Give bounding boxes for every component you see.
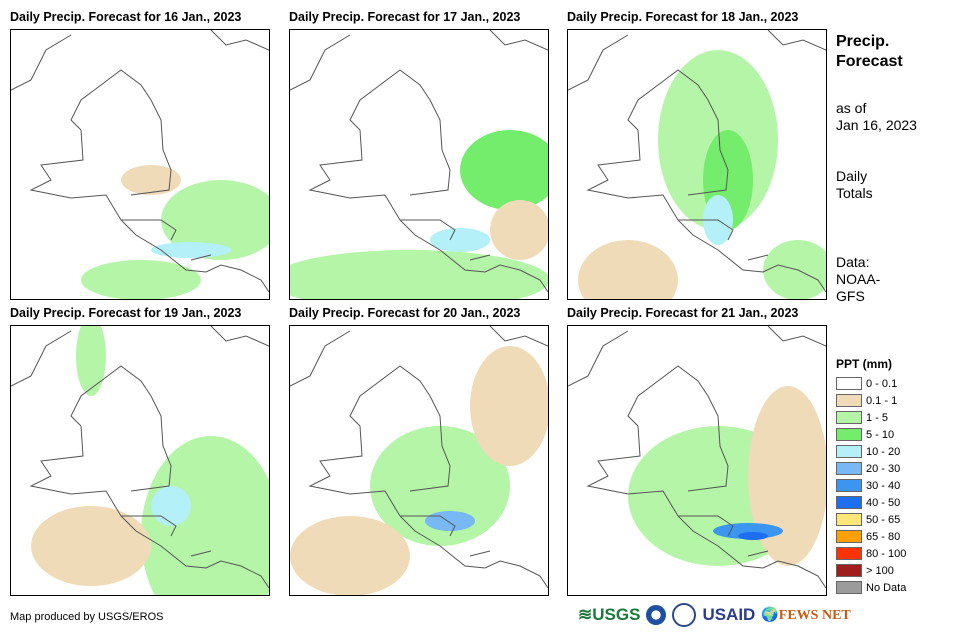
panel-title: Daily Precip. Forecast for 18 Jan., 2023 (567, 10, 799, 24)
legend-item: 30 - 40 (836, 477, 906, 494)
precip-area (578, 240, 678, 299)
legend-title: PPT (mm) (836, 357, 893, 371)
legend-item: 50 - 65 (836, 511, 906, 528)
legend-label: No Data (866, 581, 907, 594)
precip-area (76, 326, 106, 396)
legend-label: 1 - 5 (866, 411, 889, 424)
dhs-seal (672, 603, 697, 627)
usaid-logo: USAID (702, 605, 756, 624)
usgs-logo: ≋USGS (578, 605, 641, 624)
forecast-map (10, 29, 270, 300)
coastline (11, 30, 269, 293)
legend-swatch (836, 530, 862, 543)
panel-title: Daily Precip. Forecast for 21 Jan., 2023 (567, 306, 799, 320)
side-title: Precip. Forecast (836, 33, 903, 70)
precip-area (460, 130, 548, 210)
precip-area (31, 506, 151, 586)
legend-swatch (836, 581, 862, 594)
precip-area (425, 511, 475, 531)
legend-label: 20 - 30 (866, 462, 901, 475)
legend-swatch (836, 428, 862, 441)
precip-area (748, 386, 826, 566)
legend-swatch (836, 411, 862, 424)
precip-area (430, 228, 490, 252)
credit-text: Map produced by USGS/EROS (10, 611, 164, 623)
legend-label: 40 - 50 (866, 496, 901, 509)
legend-item: 80 - 100 (836, 545, 906, 562)
precip-area (470, 346, 548, 466)
panel-title: Daily Precip. Forecast for 16 Jan., 2023 (10, 10, 242, 24)
fewsnet-logo: 🌍FEWS NET (761, 607, 851, 623)
legend-item: 65 - 80 (836, 528, 906, 545)
legend-swatch (836, 377, 862, 390)
legend-item: > 100 (836, 562, 906, 579)
panel-title: Daily Precip. Forecast for 17 Jan., 2023 (289, 10, 521, 24)
legend-item: 0.1 - 1 (836, 392, 906, 409)
legend-swatch (836, 513, 862, 526)
coastline (568, 326, 826, 589)
legend-swatch (836, 479, 862, 492)
legend-label: 80 - 100 (866, 547, 907, 560)
legend-item: 0 - 0.1 (836, 375, 906, 392)
legend-item: 40 - 50 (836, 494, 906, 511)
coastline (290, 326, 548, 589)
precip-area (738, 532, 768, 540)
legend-swatch (836, 547, 862, 560)
legend-swatch (836, 445, 862, 458)
panel-title: Daily Precip. Forecast for 20 Jan., 2023 (289, 306, 521, 320)
panel-title: Daily Precip. Forecast for 19 Jan., 2023 (10, 306, 242, 320)
forecast-map (10, 325, 270, 596)
legend-label: > 100 (866, 564, 894, 577)
legend-swatch (836, 394, 862, 407)
coastline (290, 30, 548, 293)
legend-swatch (836, 496, 862, 509)
legend-label: 30 - 40 (866, 479, 901, 492)
precip-area (490, 200, 548, 260)
legend-label: 50 - 65 (866, 513, 901, 526)
legend-label: 65 - 80 (866, 530, 901, 543)
daily-totals-label: Daily Totals (836, 168, 873, 201)
forecast-map (289, 29, 549, 300)
legend-label: 10 - 20 (866, 445, 901, 458)
precip-area (290, 250, 548, 299)
forecast-map (567, 29, 827, 300)
precip-area (151, 486, 191, 526)
legend-swatch (836, 462, 862, 475)
precip-area (121, 165, 181, 195)
as-of-date: as of Jan 16, 2023 (836, 100, 917, 133)
coastline (11, 326, 269, 589)
legend: PPT (mm) 0 - 0.1 0.1 - 1 1 - 5 5 - 10 10 - 2… (836, 357, 906, 596)
logos: ≋USGS USAID 🌍FEWS NET (578, 603, 851, 627)
legend-label: 5 - 10 (866, 428, 895, 441)
precip-area (161, 180, 269, 260)
forecast-map (567, 325, 827, 596)
legend-item: 5 - 10 (836, 426, 906, 443)
legend-label: 0.1 - 1 (866, 394, 898, 407)
legend-item: 1 - 5 (836, 409, 906, 426)
precip-area (81, 260, 201, 299)
precip-area (290, 516, 410, 595)
legend-label: 0 - 0.1 (866, 377, 898, 390)
precip-area (151, 242, 231, 258)
data-source: Data: NOAA- GFS (836, 254, 881, 304)
forecast-map (289, 325, 549, 596)
legend-item: 10 - 20 (836, 443, 906, 460)
coastline (568, 30, 826, 293)
noaa-logo (646, 605, 667, 625)
legend-item: No Data (836, 579, 906, 596)
legend-swatch (836, 564, 862, 577)
legend-item: 20 - 30 (836, 460, 906, 477)
